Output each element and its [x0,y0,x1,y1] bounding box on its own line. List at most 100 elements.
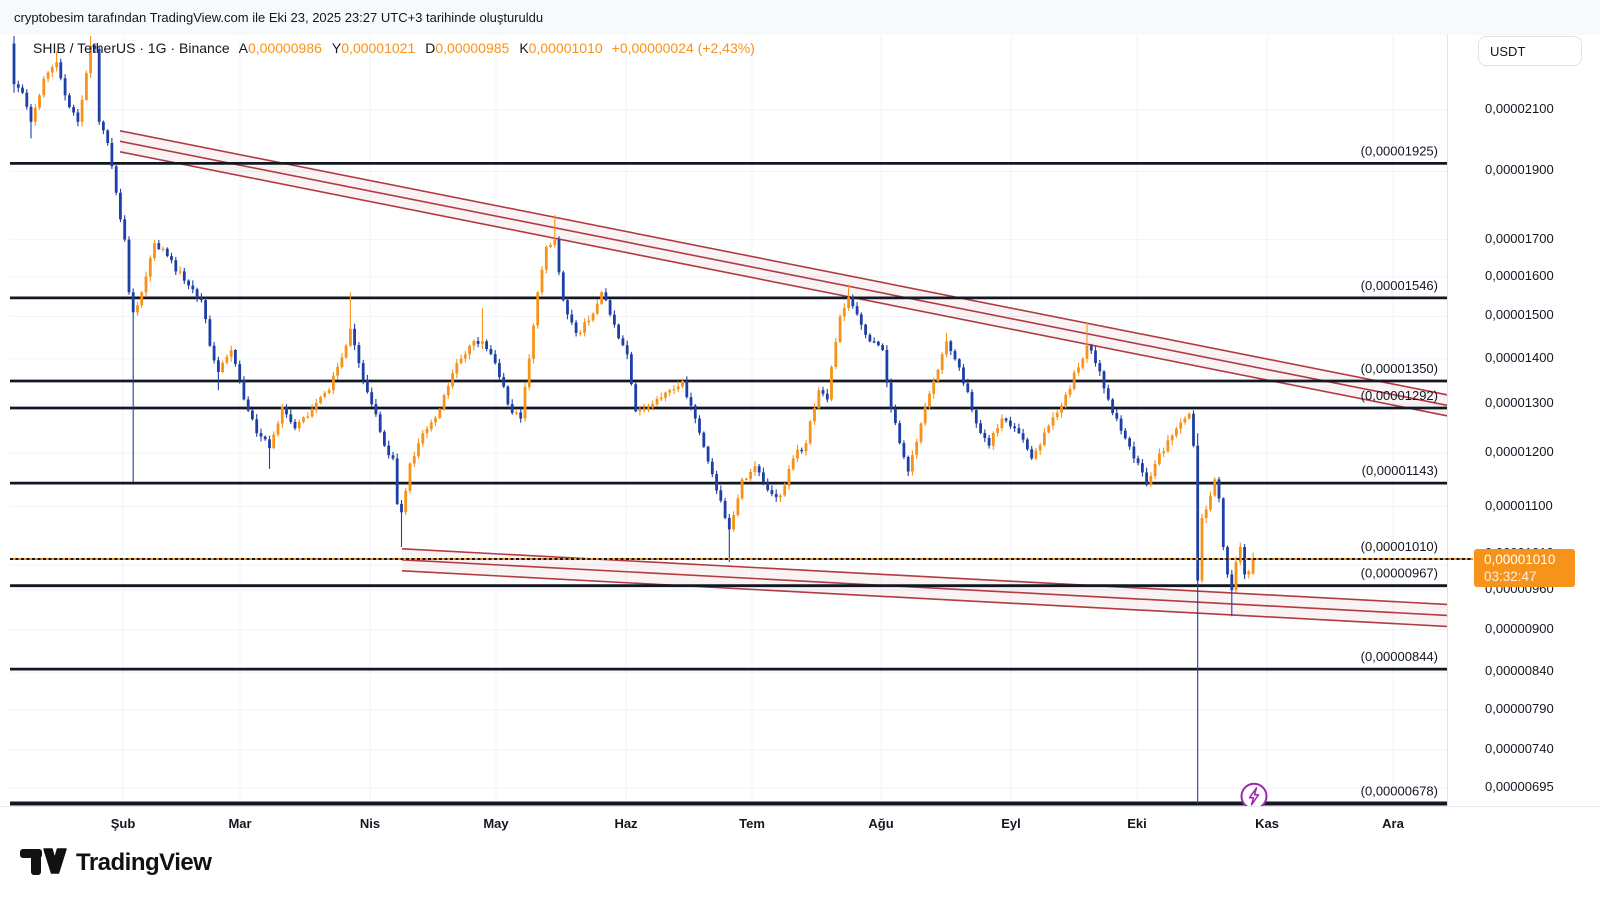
candle-body [1089,345,1093,351]
candle-body [1043,432,1046,446]
candle-body [1123,430,1127,439]
candle-body [1038,445,1042,451]
candle-body [906,457,910,472]
candle-body [634,384,638,412]
candle-body [1221,498,1225,547]
candle-body [421,433,425,444]
candle-body [280,406,284,424]
candle-body [898,423,902,443]
candle-body [885,350,889,383]
candle-body [349,328,352,346]
price-level-label: (0,00001546) [1361,278,1438,293]
candle-body [323,392,327,397]
candle-body [408,463,412,491]
unit-currency-button[interactable]: USDT [1478,36,1582,66]
candle-body [702,432,706,447]
candle-body [459,358,463,364]
ohlc-value: 0,00000986 [247,40,322,56]
candle-body [974,410,978,424]
candle-body [25,92,29,107]
candle-body [417,443,420,457]
tradingview-logo[interactable]: TradingView [20,846,212,880]
candle-body [813,408,816,422]
candle-body [161,248,165,250]
candle-body [46,72,50,79]
candle-body [587,320,591,323]
candle-body [821,390,825,394]
candle-body [1209,495,1212,510]
candle-body [804,443,808,452]
upper-descending-channel-line[interactable] [119,130,1448,396]
candle-body [498,363,501,378]
candle-body [327,390,331,393]
trend-channel-layer[interactable] [119,130,1448,628]
candle-body [119,192,122,220]
candle-body [93,46,97,49]
candle-body [1234,562,1238,591]
candle-body [851,297,855,307]
lightning-marker[interactable] [1240,782,1268,810]
candle-body [1251,559,1255,574]
candle-body [928,393,931,408]
candle-body [1094,350,1097,364]
candle-body [834,342,838,367]
candle-body [1106,388,1110,400]
candle-body [676,386,680,390]
symbol-legend[interactable]: SHIB / TetherUS · 1G · Binance A0,000009… [33,40,755,56]
candle-body [42,78,46,96]
price-axis[interactable]: USDT 0,00002100 0,00001900 0,00001700 0,000… [1447,35,1600,806]
candle-body [894,408,897,424]
candle-body [472,341,476,346]
ohlc-value: 0,00001010 [528,40,603,56]
lower-descending-channel-line[interactable] [401,559,1448,617]
ohlc-D: D0,00000985 [425,40,509,56]
price-tick-label: 0,00000740 [1485,741,1554,756]
candle-body [434,417,437,423]
price-tick-label: 0,00000900 [1485,621,1554,636]
tradingview-logo-text: TradingView [76,849,212,876]
candle-body [600,292,603,304]
price-level-label: (0,00001010) [1361,539,1438,554]
candle-body [668,390,672,393]
candle-body [881,345,884,350]
candle-body [1102,371,1106,389]
candle-body [940,354,944,370]
candle-body [617,324,620,339]
candle-body [157,243,161,249]
horizontal-levels-layer[interactable] [10,161,1447,806]
candle-body [1034,450,1038,459]
candle-body [1064,394,1068,406]
candle-body [800,449,804,452]
candle-body [493,354,497,364]
ohlc-K: K0,00001010 [519,40,602,56]
candle-body [165,248,169,256]
candle-body [451,373,454,387]
current-price-badge[interactable]: 0,00001010 03:32:47 [1474,549,1575,587]
candle-body [953,351,957,360]
candle-body [625,345,629,355]
candle-body [1009,420,1012,427]
attribution-bar: cryptobesim tarafından TradingView.com i… [0,0,1600,35]
upper-descending-channel-line[interactable] [119,140,1448,407]
time-axis[interactable]: Şub Mar Nis May Haz Tem Ağu Eyl Eki Kas Ara [0,806,1600,843]
candle-body [344,345,348,358]
upper-descending-channel-line[interactable] [119,151,1448,417]
candle-body [1051,417,1055,426]
candle-body [604,292,608,301]
candle-body [595,303,599,314]
candles-layer [12,36,1255,804]
symbol-title[interactable]: SHIB / TetherUS · 1G · Binance [33,40,230,56]
candle-body [1026,439,1029,450]
candle-body [1060,405,1063,413]
candle-body [1055,412,1059,418]
candle-body [1213,479,1217,496]
price-tick-label: 0,00000840 [1485,663,1554,678]
candle-body [1128,438,1131,447]
candle-body [527,358,531,387]
candle-body [583,322,586,333]
candle-body [1119,418,1123,431]
price-tick-label: 0,00001300 [1485,395,1554,410]
lower-descending-channel-line[interactable] [401,570,1448,628]
candle-body [659,397,663,400]
